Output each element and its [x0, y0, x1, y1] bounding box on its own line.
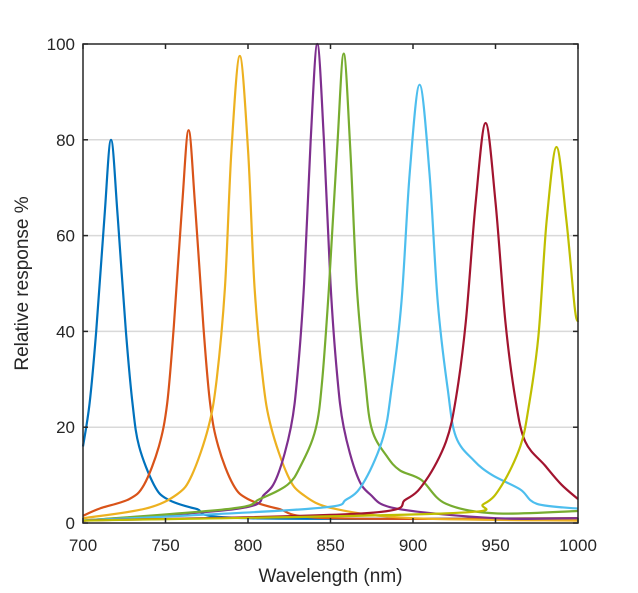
series-line-4	[82, 42, 579, 522]
y-tick-label: 40	[56, 322, 75, 341]
series-line-6	[82, 83, 579, 522]
series-line-8	[82, 145, 580, 522]
x-tick-label: 800	[234, 536, 262, 555]
x-tick-label: 1000	[559, 536, 597, 555]
y-tick-label: 0	[66, 514, 75, 533]
ticks: 0 20 40 60 80 100 700 750 800 850 900 950 1000	[47, 35, 597, 555]
y-tick-label: 20	[56, 418, 75, 437]
y-tick-label: 80	[56, 131, 75, 150]
x-tick-label: 750	[151, 536, 179, 555]
x-tick-label: 900	[399, 536, 427, 555]
x-axis-label: Wavelength (nm)	[259, 566, 403, 587]
y-axis-label: Relative response %	[12, 196, 33, 370]
grid	[83, 139, 578, 428]
series-line-7	[82, 121, 579, 522]
y-tick-label: 60	[56, 227, 75, 246]
x-tick-label: 950	[481, 536, 509, 555]
series-line-1	[81, 138, 579, 521]
series-lines	[81, 42, 580, 522]
series-line-5	[82, 52, 579, 522]
y-tick-label: 100	[47, 35, 75, 54]
x-tick-label: 700	[69, 536, 97, 555]
series-line-3	[82, 54, 579, 522]
series-line-2	[82, 129, 579, 521]
x-tick-label: 850	[316, 536, 344, 555]
